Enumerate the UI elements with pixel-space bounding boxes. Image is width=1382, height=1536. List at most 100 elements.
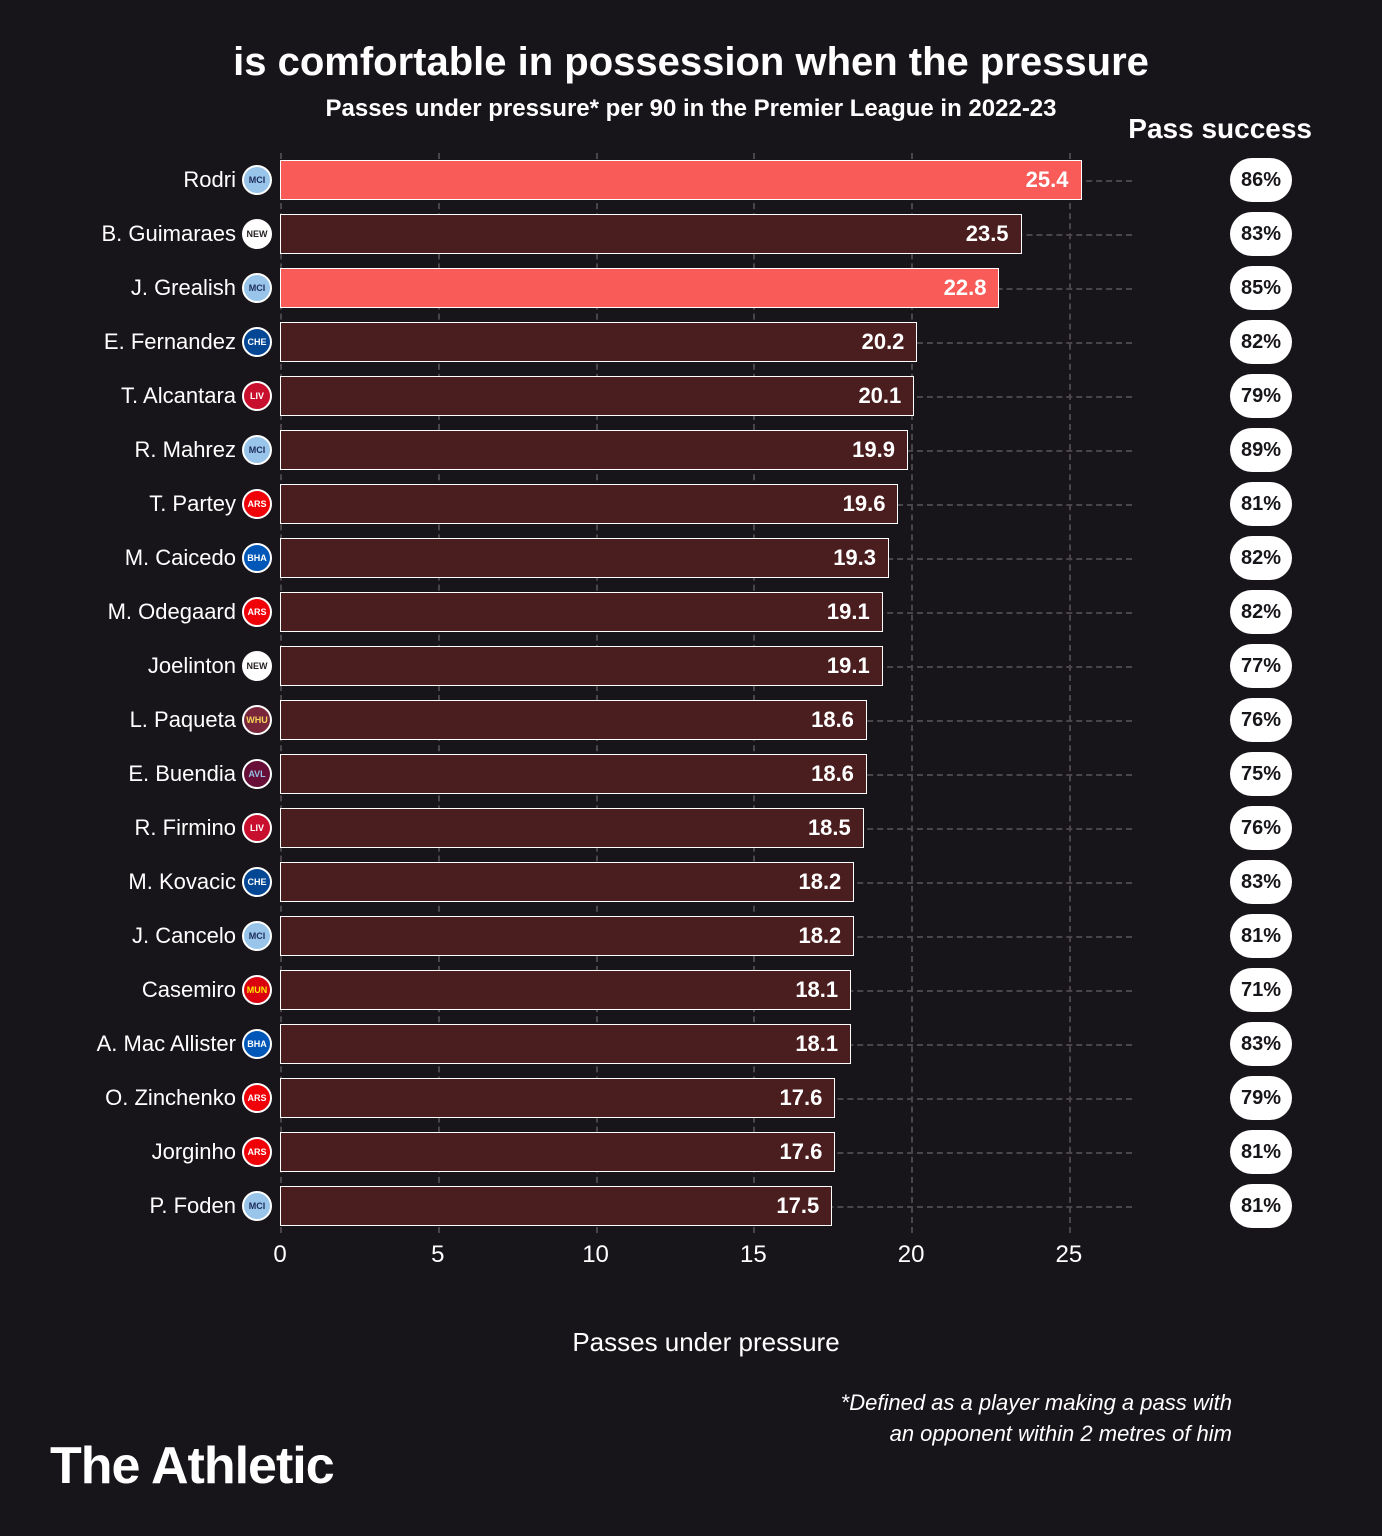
bar-track: 19.1: [280, 592, 1132, 632]
pass-success-pill: 81%: [1230, 482, 1292, 526]
player-name: T. Alcantara: [60, 383, 236, 409]
bar-value: 18.6: [811, 761, 854, 787]
bar-rows: RodriMCI25.486%B. GuimaraesNEW23.583%J. …: [280, 153, 1242, 1233]
bar-value: 17.5: [776, 1193, 819, 1219]
bar-track: 17.6: [280, 1132, 1132, 1172]
bar: 17.6: [280, 1078, 835, 1118]
player-row: M. CaicedoBHA19.382%: [280, 531, 1242, 585]
bar-value: 20.1: [858, 383, 901, 409]
club-badge: MCI: [242, 921, 272, 951]
player-row: L. PaquetaWHU18.676%: [280, 693, 1242, 747]
club-badge: LIV: [242, 381, 272, 411]
club-badge: MCI: [242, 435, 272, 465]
pass-success-pill: 77%: [1230, 644, 1292, 688]
player-row: A. Mac AllisterBHA18.183%: [280, 1017, 1242, 1071]
bar-track: 18.2: [280, 862, 1132, 902]
bar: 18.1: [280, 1024, 851, 1064]
player-name: A. Mac Allister: [60, 1031, 236, 1057]
pass-success-pill: 89%: [1230, 428, 1292, 472]
x-tick: 0: [273, 1241, 286, 1269]
player-row: R. FirminoLIV18.576%: [280, 801, 1242, 855]
player-name: L. Paqueta: [60, 707, 236, 733]
pass-success-pill: 82%: [1230, 590, 1292, 634]
chart-area: Pass success RodriMCI25.486%B. Guimaraes…: [280, 153, 1242, 1450]
player-name: P. Foden: [60, 1193, 236, 1219]
player-name: Joelinton: [60, 653, 236, 679]
club-badge: MCI: [242, 165, 272, 195]
club-badge: BHA: [242, 543, 272, 573]
club-badge: ARS: [242, 489, 272, 519]
bar-value: 18.6: [811, 707, 854, 733]
x-axis-label: Passes under pressure: [280, 1327, 1132, 1358]
player-name: M. Odegaard: [60, 599, 236, 625]
bar-track: 23.5: [280, 214, 1132, 254]
bar-track: 18.6: [280, 700, 1132, 740]
pass-success-pill: 81%: [1230, 1130, 1292, 1174]
club-badge: ARS: [242, 1083, 272, 1113]
bar-value: 18.2: [798, 923, 841, 949]
player-row: M. OdegaardARS19.182%: [280, 585, 1242, 639]
pass-success-pill: 81%: [1230, 914, 1292, 958]
club-badge: CHE: [242, 867, 272, 897]
bar-track: 18.2: [280, 916, 1132, 956]
player-name: O. Zinchenko: [60, 1085, 236, 1111]
player-row: M. KovacicCHE18.283%: [280, 855, 1242, 909]
player-row: J. GrealishMCI22.885%: [280, 261, 1242, 315]
player-row: B. GuimaraesNEW23.583%: [280, 207, 1242, 261]
club-badge: NEW: [242, 219, 272, 249]
player-name: Rodri: [60, 167, 236, 193]
bar-track: 19.6: [280, 484, 1132, 524]
footnote: *Defined as a player making a pass with …: [280, 1388, 1232, 1450]
player-row: T. AlcantaraLIV20.179%: [280, 369, 1242, 423]
bar: 18.2: [280, 916, 854, 956]
club-badge: WHU: [242, 705, 272, 735]
x-tick: 5: [431, 1241, 444, 1269]
pass-success-pill: 85%: [1230, 266, 1292, 310]
pass-success-pill: 71%: [1230, 968, 1292, 1012]
player-name: R. Mahrez: [60, 437, 236, 463]
bar-track: 18.1: [280, 970, 1132, 1010]
bar: 19.6: [280, 484, 898, 524]
club-badge: ARS: [242, 597, 272, 627]
bar-value: 17.6: [780, 1085, 823, 1111]
player-name: M. Caicedo: [60, 545, 236, 571]
bar-track: 17.5: [280, 1186, 1132, 1226]
pass-success-pill: 79%: [1230, 374, 1292, 418]
player-name: E. Fernandez: [60, 329, 236, 355]
pass-success-pill: 86%: [1230, 158, 1292, 202]
player-name: B. Guimaraes: [60, 221, 236, 247]
club-badge: ARS: [242, 1137, 272, 1167]
club-badge: AVL: [242, 759, 272, 789]
player-name: E. Buendia: [60, 761, 236, 787]
bar-value: 18.5: [808, 815, 851, 841]
bar: 19.1: [280, 646, 883, 686]
player-row: JorginhoARS17.681%: [280, 1125, 1242, 1179]
bar-value: 19.3: [833, 545, 876, 571]
club-badge: MCI: [242, 273, 272, 303]
player-row: RodriMCI25.486%: [280, 153, 1242, 207]
bar-track: 17.6: [280, 1078, 1132, 1118]
pass-success-header: Pass success: [1128, 113, 1312, 145]
bar: 22.8: [280, 268, 999, 308]
bar-value: 18.1: [795, 977, 838, 1003]
bar-track: 18.5: [280, 808, 1132, 848]
player-name: J. Cancelo: [60, 923, 236, 949]
player-row: JoelintonNEW19.177%: [280, 639, 1242, 693]
bar: 19.3: [280, 538, 889, 578]
bar-track: 19.9: [280, 430, 1132, 470]
x-axis: 0510152025: [280, 1241, 1132, 1281]
chart-title: is comfortable in possession when the pr…: [60, 40, 1322, 85]
bar: 18.2: [280, 862, 854, 902]
bar-value: 19.6: [843, 491, 886, 517]
bar-value: 20.2: [862, 329, 905, 355]
pass-success-pill: 83%: [1230, 212, 1292, 256]
pass-success-pill: 81%: [1230, 1184, 1292, 1228]
bar-value: 18.2: [798, 869, 841, 895]
player-row: P. FodenMCI17.581%: [280, 1179, 1242, 1233]
bar: 23.5: [280, 214, 1022, 254]
bar-value: 19.9: [852, 437, 895, 463]
player-name: Casemiro: [60, 977, 236, 1003]
player-name: Jorginho: [60, 1139, 236, 1165]
player-name: M. Kovacic: [60, 869, 236, 895]
bar-track: 22.8: [280, 268, 1132, 308]
